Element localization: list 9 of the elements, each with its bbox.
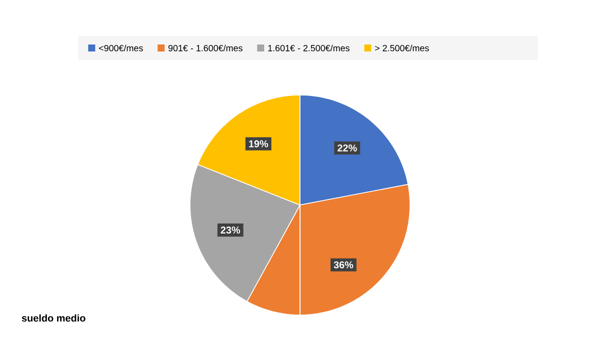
- text: sueldo medio: [22, 314, 86, 322]
- legend-label: 901€ - 1.600€/mes: [168, 44, 242, 52]
- data-label: 23%: [220, 226, 240, 234]
- data-label: 19%: [249, 140, 268, 148]
- legend-label: 1.601€ - 2.500€/mes: [268, 44, 350, 52]
- data-label: 36%: [334, 261, 354, 268]
- legend-label: <900€/mes: [99, 44, 143, 52]
- data-label: 22%: [338, 144, 357, 152]
- legend-label: > 2.500€/mes: [375, 44, 429, 52]
